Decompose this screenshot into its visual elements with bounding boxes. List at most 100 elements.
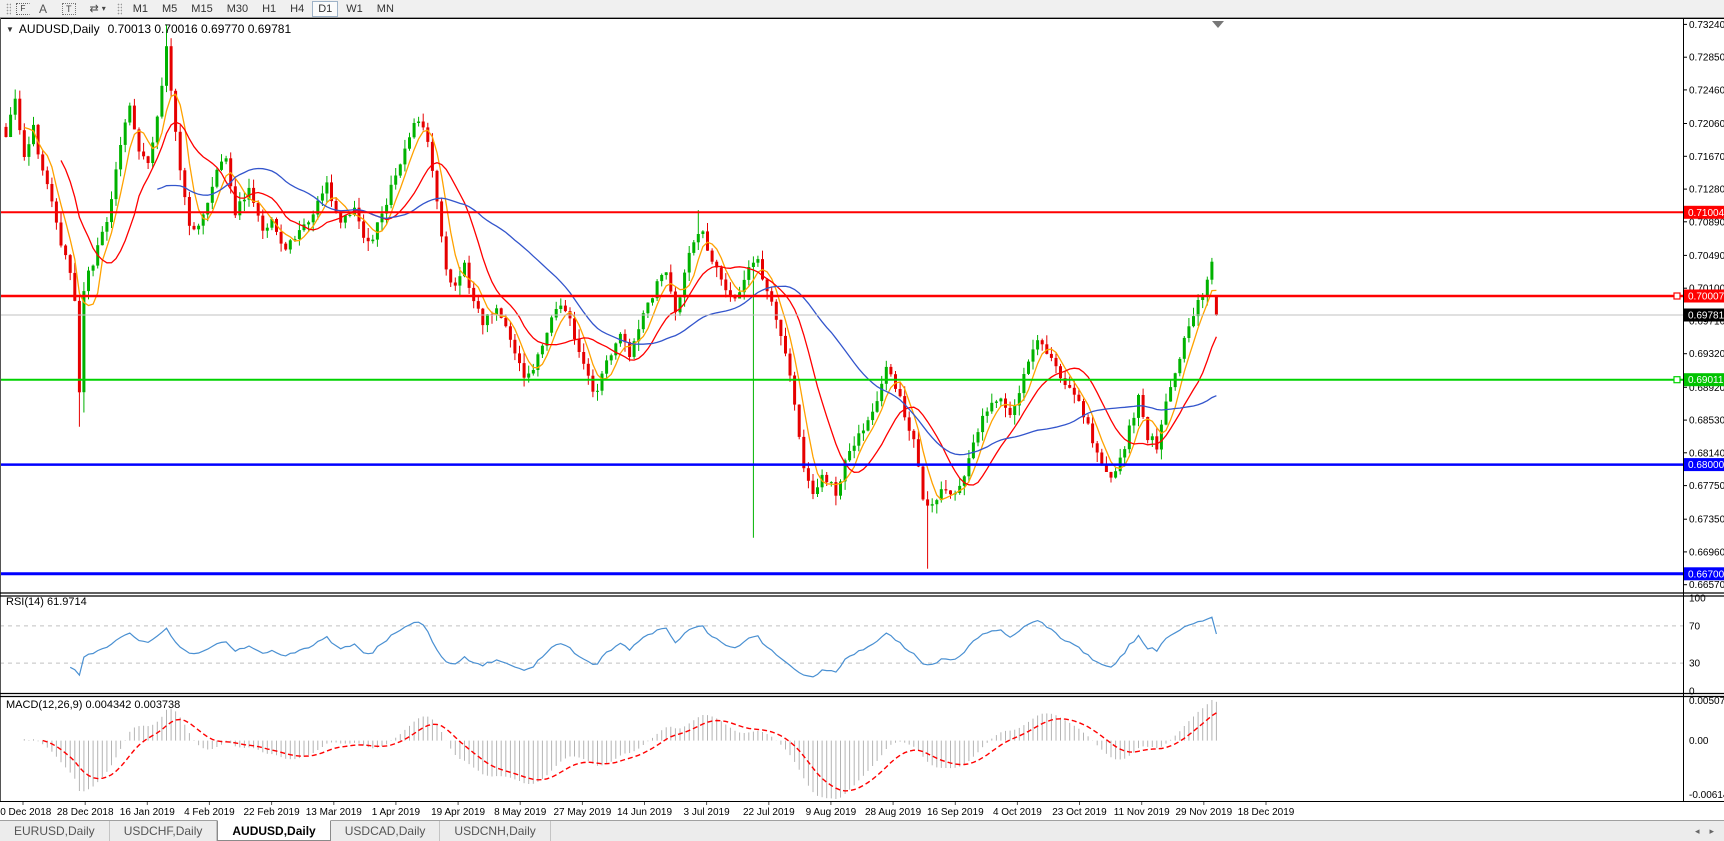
rsi-axis-tick: 70 bbox=[1689, 621, 1701, 632]
svg-text:28 Aug 2019: 28 Aug 2019 bbox=[865, 807, 922, 818]
text-label-tool-icon: T bbox=[62, 2, 76, 15]
timeframes-toolbar: M1 M5 M15 M30 H1 H4 D1 W1 MN bbox=[126, 0, 401, 17]
toolbar-grip[interactable] bbox=[116, 2, 122, 15]
price-axis: 0.73240 0.72850 0.72460 0.72060 0.71670 0.712… bbox=[1683, 20, 1724, 591]
rsi-axis-tick: 0 bbox=[1689, 687, 1695, 698]
chart-shift-marker-icon[interactable] bbox=[1212, 21, 1224, 28]
svg-text:13 Mar 2019: 13 Mar 2019 bbox=[306, 807, 363, 818]
svg-text:22 Jul 2019: 22 Jul 2019 bbox=[743, 807, 795, 818]
timeframe-button-m5[interactable]: M5 bbox=[156, 1, 183, 17]
ma-5-line bbox=[24, 93, 1217, 501]
chart-tabs-bar: EURUSD,Daily USDCHF,Daily AUDUSD,Daily USDC… bbox=[0, 820, 1724, 841]
rsi-axis-tick: 100 bbox=[1689, 594, 1706, 605]
toolbar-grip[interactable] bbox=[6, 2, 11, 15]
price-badge-0.71004: 0.71004 bbox=[1684, 205, 1724, 219]
price-badge-0.69011: 0.69011 bbox=[1684, 373, 1724, 387]
svg-text:0.67350: 0.67350 bbox=[1689, 515, 1724, 526]
arrows-tool-button[interactable]: ⇄ ▾ bbox=[84, 1, 112, 17]
ma-13-line bbox=[60, 121, 1217, 486]
svg-text:0.66960: 0.66960 bbox=[1689, 547, 1724, 558]
price-badge-0.68000: 0.68000 bbox=[1684, 458, 1724, 472]
tab-eurusd-daily[interactable]: EURUSD,Daily bbox=[0, 821, 110, 841]
tab-usdcad-daily[interactable]: USDCAD,Daily bbox=[331, 821, 441, 841]
rsi-line bbox=[69, 616, 1217, 678]
tab-usdcnh-daily[interactable]: USDCNH,Daily bbox=[440, 821, 551, 841]
text-tool-button[interactable]: A bbox=[32, 1, 54, 17]
tab-scroll-arrows: ◂ ▸ bbox=[1685, 821, 1724, 841]
svg-text:0.70007: 0.70007 bbox=[1688, 292, 1724, 303]
line-studies-toolbar: F A T ⇄ ▾ bbox=[15, 0, 113, 17]
macd-signal-line bbox=[42, 712, 1217, 792]
svg-text:0.71670: 0.71670 bbox=[1689, 152, 1724, 163]
macd-histogram bbox=[23, 700, 1217, 799]
chart-ohlc-values: 0.70013 0.70016 0.69770 0.69781 bbox=[107, 22, 292, 36]
svg-text:0.68000: 0.68000 bbox=[1688, 460, 1724, 471]
svg-text:23 Oct 2019: 23 Oct 2019 bbox=[1052, 807, 1107, 818]
svg-text:11 Nov 2019: 11 Nov 2019 bbox=[1114, 807, 1170, 818]
svg-text:16 Jan 2019: 16 Jan 2019 bbox=[120, 807, 175, 818]
svg-text:0.72060: 0.72060 bbox=[1689, 119, 1724, 130]
price-badge-0.70007: 0.70007 bbox=[1684, 289, 1724, 303]
svg-text:0.69781: 0.69781 bbox=[1688, 311, 1724, 322]
tab-audusd-daily[interactable]: AUDUSD,Daily bbox=[217, 820, 331, 841]
svg-text:29 Nov 2019: 29 Nov 2019 bbox=[1175, 807, 1232, 818]
macd-indicator-label: MACD(12,26,9) 0.004342 0.003738 bbox=[6, 699, 181, 711]
svg-text:0.70490: 0.70490 bbox=[1689, 251, 1724, 262]
timeframe-button-mn[interactable]: MN bbox=[371, 1, 400, 17]
chart-svg: 0.73240 0.72850 0.72460 0.72060 0.71670 0.712… bbox=[0, 18, 1724, 818]
svg-text:0.71004: 0.71004 bbox=[1688, 208, 1724, 219]
price-badge-0.69781: 0.69781 bbox=[1684, 308, 1724, 322]
svg-text:19 Apr 2019: 19 Apr 2019 bbox=[431, 807, 485, 818]
svg-text:0.69320: 0.69320 bbox=[1689, 349, 1724, 360]
rsi-axis-tick: 30 bbox=[1689, 659, 1701, 670]
svg-text:0.71280: 0.71280 bbox=[1689, 185, 1724, 196]
svg-text:10 Dec 2018: 10 Dec 2018 bbox=[0, 807, 52, 818]
candles bbox=[4, 24, 1218, 569]
svg-text:0.68140: 0.68140 bbox=[1689, 448, 1724, 459]
svg-text:3 Jul 2019: 3 Jul 2019 bbox=[684, 807, 731, 818]
svg-text:0.72460: 0.72460 bbox=[1689, 85, 1724, 96]
svg-text:18 Dec 2019: 18 Dec 2019 bbox=[1238, 807, 1295, 818]
svg-text:8 May 2019: 8 May 2019 bbox=[494, 807, 547, 818]
svg-text:0.69710: 0.69710 bbox=[1689, 316, 1724, 327]
timeframe-button-m30[interactable]: M30 bbox=[221, 1, 254, 17]
hline-handle[interactable] bbox=[1673, 376, 1681, 384]
timeframe-button-h1[interactable]: H1 bbox=[256, 1, 282, 17]
timeframe-button-w1[interactable]: W1 bbox=[340, 1, 369, 17]
chart-symbol-label: AUDUSD,Daily bbox=[18, 22, 100, 36]
svg-text:16 Sep 2019: 16 Sep 2019 bbox=[927, 807, 984, 818]
svg-text:0.73240: 0.73240 bbox=[1689, 20, 1724, 31]
tab-scroll-left-icon[interactable]: ◂ bbox=[1694, 825, 1700, 836]
svg-text:22 Feb 2019: 22 Feb 2019 bbox=[244, 807, 301, 818]
ma-34-line bbox=[157, 167, 1217, 456]
svg-text:4 Oct 2019: 4 Oct 2019 bbox=[993, 807, 1042, 818]
chart-tabs: EURUSD,Daily USDCHF,Daily AUDUSD,Daily USDC… bbox=[0, 820, 551, 841]
tab-scroll-right-icon[interactable]: ▸ bbox=[1709, 825, 1714, 836]
svg-text:0.68530: 0.68530 bbox=[1689, 416, 1724, 427]
svg-text:28 Dec 2018: 28 Dec 2018 bbox=[57, 807, 114, 818]
svg-text:0.72850: 0.72850 bbox=[1689, 53, 1724, 64]
svg-text:4 Feb 2019: 4 Feb 2019 bbox=[184, 807, 235, 818]
svg-text:0.67750: 0.67750 bbox=[1689, 481, 1724, 492]
date-axis: 10 Dec 2018 28 Dec 2018 16 Jan 2019 4 Feb 2… bbox=[0, 802, 1295, 818]
svg-text:0.68920: 0.68920 bbox=[1689, 383, 1724, 394]
timeframe-button-m15[interactable]: M15 bbox=[185, 1, 218, 17]
svg-text:1 Apr 2019: 1 Apr 2019 bbox=[372, 807, 421, 818]
tab-usdchf-daily[interactable]: USDCHF,Daily bbox=[110, 821, 218, 841]
text-label-tool-button[interactable]: T bbox=[56, 1, 82, 17]
macd-axis-tick: 0.005076 bbox=[1689, 696, 1724, 707]
chart-menu-caret-icon[interactable]: ▼ bbox=[6, 25, 14, 34]
svg-text:0.66570: 0.66570 bbox=[1689, 580, 1724, 591]
timeframe-button-h4[interactable]: H4 bbox=[284, 1, 310, 17]
price-badge-0.66700: 0.66700 bbox=[1684, 567, 1724, 581]
fibonacci-tool-button[interactable]: F bbox=[16, 2, 30, 15]
svg-text:0.66700: 0.66700 bbox=[1688, 569, 1724, 580]
svg-text:14 Jun 2019: 14 Jun 2019 bbox=[617, 807, 672, 818]
timeframe-button-d1[interactable]: D1 bbox=[312, 0, 339, 17]
timeframe-button-m1[interactable]: M1 bbox=[127, 1, 154, 17]
svg-text:0.69011: 0.69011 bbox=[1688, 375, 1724, 386]
macd-axis-tick: 0.00 bbox=[1689, 736, 1709, 747]
svg-text:0.70100: 0.70100 bbox=[1689, 284, 1724, 295]
hline-handle[interactable] bbox=[1673, 292, 1681, 300]
